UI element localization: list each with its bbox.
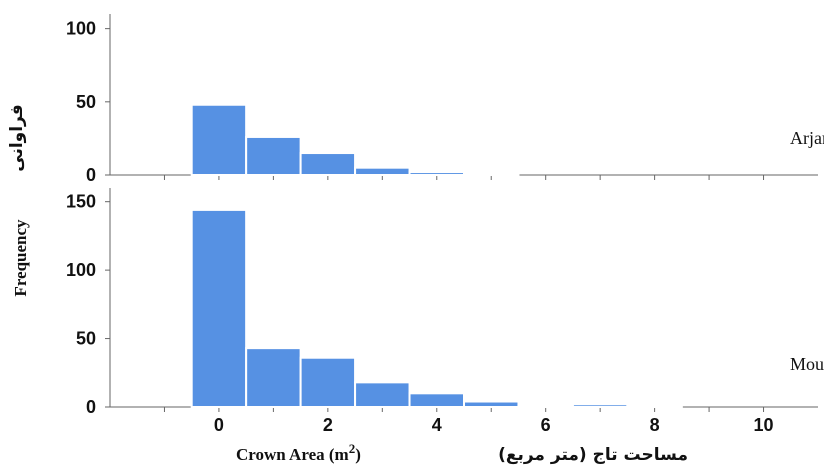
y-axis-label-fa: فراوانی <box>7 104 27 172</box>
histogram-bar <box>517 404 574 409</box>
y-tick-label: 0 <box>86 165 96 185</box>
y-tick-label: 50 <box>76 329 96 349</box>
histogram-bar <box>354 166 411 177</box>
y-tick-label: 150 <box>66 192 96 212</box>
x-tick-label: 2 <box>323 415 333 435</box>
histogram-bar <box>571 403 629 409</box>
x-tick-label: 4 <box>432 415 442 435</box>
histogram-bar <box>299 152 357 177</box>
x-axis-label-fa: مساحت تاج (متر مربع) <box>498 445 688 465</box>
panel-arjan: 0 50 100 ارژن Arjan <box>66 14 824 185</box>
histogram-bar <box>463 172 520 176</box>
histogram-bar <box>354 381 411 408</box>
histogram-bar <box>299 356 357 409</box>
y-axis-label-en: Frequency <box>11 219 30 297</box>
x-axis-label-en-close: ) <box>355 445 361 464</box>
y-tick-label: 50 <box>76 92 96 112</box>
histogram-bar <box>408 392 465 408</box>
histogram-bar <box>190 208 248 408</box>
histogram-panels: 050100ارژن Arjan050100150بادام کوهی Moun… <box>66 14 824 435</box>
series-label-en: Mountain almond <box>790 354 824 374</box>
histogram-bar <box>408 171 465 176</box>
histogram-bar <box>190 103 248 176</box>
histogram-bar <box>626 404 683 409</box>
histogram-bar <box>245 347 302 408</box>
y-tick-label: 100 <box>66 19 96 39</box>
x-tick-label: 6 <box>541 415 551 435</box>
series-label: بادام کوهی Mountain almond <box>790 354 824 375</box>
x-tick-label: 8 <box>650 415 660 435</box>
histogram-bar <box>463 400 520 408</box>
x-axis-label-en-sup: 2 <box>349 441 356 456</box>
x-tick-label: 0 <box>214 415 224 435</box>
x-tick-label: 10 <box>754 415 774 435</box>
y-tick-label: 0 <box>86 397 96 417</box>
y-tick-label: 100 <box>66 260 96 280</box>
series-label-en: Arjan <box>790 128 824 148</box>
panel-mountain-almond: 0 50 100 150 بادام کوهی Mountain almond 0 2 4 6 8… <box>66 188 824 435</box>
histogram-bar <box>245 135 302 176</box>
x-axis-label-en-main: Crown Area (m <box>236 445 349 464</box>
series-label: ارژن Arjan <box>790 128 824 149</box>
x-axis-label-en: Crown Area (m2) <box>236 441 361 464</box>
